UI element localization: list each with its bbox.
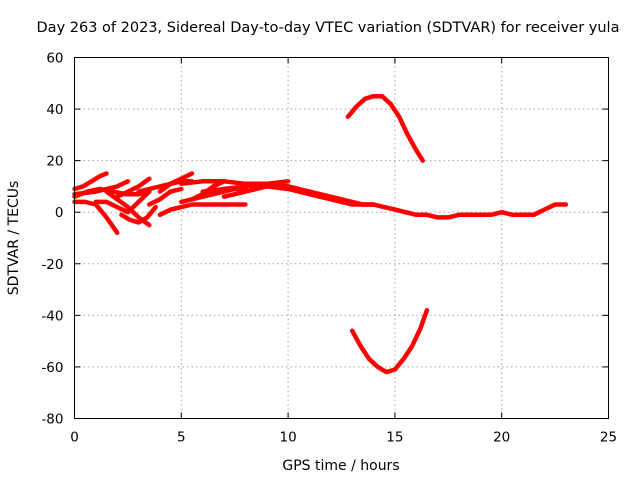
series-arc-18 <box>243 181 376 207</box>
x-tick-label: 10 <box>280 430 297 446</box>
series-arc-20 <box>345 93 425 163</box>
x-tick-labels: 0 5 10 15 20 25 <box>70 430 617 446</box>
series-arc-10 <box>147 186 184 207</box>
series-arc-16 <box>200 179 291 194</box>
y-tick-labels: -80 -60 -40 -20 0 20 40 60 <box>41 51 63 428</box>
series-arc-21 <box>349 307 430 375</box>
x-tick-label: 0 <box>70 430 79 446</box>
chart-title: Day 263 of 2023, Sidereal Day-to-day VTE… <box>37 20 620 36</box>
x-tick-label: 15 <box>386 430 403 446</box>
y-tick-label: -60 <box>41 360 63 376</box>
y-tick-label: -40 <box>41 308 63 324</box>
y-axis-title: SDTVAR / TECUs <box>6 181 22 296</box>
y-tick-label: -80 <box>41 412 63 428</box>
x-tick-label: 5 <box>177 430 186 446</box>
series-arc-19 <box>285 184 569 220</box>
series-arc-3 <box>72 199 120 236</box>
x-axis-title: GPS time / hours <box>282 458 399 474</box>
x-tick-label: 25 <box>600 430 617 446</box>
series-arc-8 <box>119 204 158 225</box>
axis-ticks <box>74 57 609 419</box>
y-tick-label: 60 <box>46 51 63 67</box>
y-tick-label: 0 <box>55 205 64 221</box>
series-arc-1 <box>72 171 109 192</box>
series-arc-12 <box>157 171 195 194</box>
series-arc-7 <box>114 176 152 199</box>
grid-lines <box>74 57 609 419</box>
plot-frame <box>74 57 609 419</box>
y-tick-label: 40 <box>46 102 63 118</box>
x-tick-label: 20 <box>493 430 510 446</box>
y-tick-label: 20 <box>46 154 63 170</box>
series-arc-11 <box>157 202 248 218</box>
series-arc-5 <box>93 189 152 215</box>
series-arc-4 <box>72 186 152 199</box>
data-series <box>72 93 569 375</box>
y-tick-label: -20 <box>41 257 63 273</box>
